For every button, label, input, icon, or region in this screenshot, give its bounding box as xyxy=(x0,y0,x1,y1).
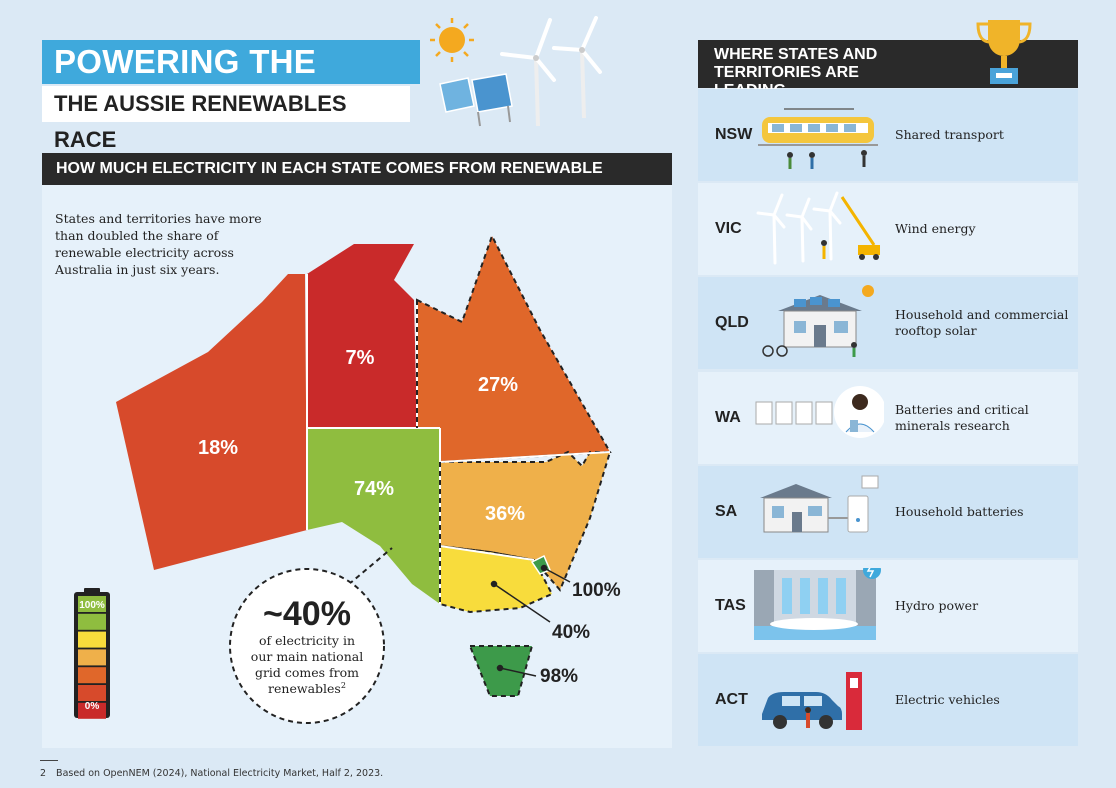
national-text-line2: our main national xyxy=(251,649,363,664)
leading-row-sa: SA Household batteries xyxy=(698,465,1078,558)
national-text-line1: of electricity in xyxy=(259,633,355,648)
solar-panels-icon xyxy=(439,73,513,127)
sun-icon xyxy=(430,18,474,62)
leading-heading-line1: WHERE STATES AND xyxy=(714,46,878,63)
leading-description: Wind energy xyxy=(895,221,976,237)
rooftop-solar-house-icon xyxy=(762,285,874,358)
national-share: ~40% xyxy=(263,595,351,633)
label-sa: 74% xyxy=(354,478,394,500)
state-vic xyxy=(439,544,554,614)
australia-renewables-map: 18% 7% 27% 74% 36% 100% 40% 98% ~40% of … xyxy=(74,233,621,724)
leading-row-nsw: NSW Shared transport xyxy=(698,89,1078,181)
battery-segment xyxy=(78,613,106,630)
electric-car-icon xyxy=(762,672,862,731)
leading-description: Electric vehicles xyxy=(895,692,1000,708)
leading-state: NSW xyxy=(715,126,753,143)
state-qld xyxy=(416,233,612,464)
battery-label-top: 100% xyxy=(79,600,105,611)
leading-row-wa: WA Batteries and critical minerals resear… xyxy=(698,371,1078,464)
label-nsw: 36% xyxy=(485,503,525,525)
leading-description: Hydro power xyxy=(895,598,979,613)
tram-icon xyxy=(758,108,878,169)
label-wa: 18% xyxy=(198,437,238,459)
leading-row-act: ACT Electric vehicles xyxy=(698,654,1078,747)
leading-description: Batteries and critical minerals research xyxy=(895,401,1029,433)
state-nt xyxy=(307,244,417,428)
label-qld: 27% xyxy=(478,374,518,396)
home-battery-icon xyxy=(760,475,879,533)
state-sa xyxy=(307,428,440,604)
national-footnote-ref: 2 xyxy=(341,681,346,690)
map-section-heading: HOW MUCH ELECTRICITY IN EACH STATE COMES… xyxy=(42,153,672,209)
hydro-dam-icon xyxy=(754,568,881,640)
battery-legend: 100% 0% xyxy=(74,588,110,719)
label-nt: 7% xyxy=(346,347,375,369)
battery-segment xyxy=(78,631,106,648)
leading-row-tas: TAS Hydro power xyxy=(698,560,1078,652)
wind-turbines-icon xyxy=(500,16,602,127)
svg-text:renewables2: renewables2 xyxy=(268,681,346,696)
label-tas: 98% xyxy=(540,666,578,687)
footnote-number: 2 xyxy=(40,768,47,779)
trophy-icon xyxy=(976,20,1032,84)
wind-turbines-icon xyxy=(756,191,880,265)
leading-description: Shared transport xyxy=(895,127,1004,142)
national-text-line3: grid comes from xyxy=(255,665,359,680)
leading-state: TAS xyxy=(715,597,746,614)
leading-description: Household and commercial rooftop solar xyxy=(895,307,1069,339)
leading-state: ACT xyxy=(715,691,748,709)
leading-state: WA xyxy=(715,408,741,426)
leading-state: QLD xyxy=(715,314,749,332)
state-wa xyxy=(116,274,307,570)
footnote: 2 Based on OpenNEM (2024), National Elect… xyxy=(40,768,383,779)
leading-row-vic: VIC Wind energy xyxy=(698,183,1078,276)
battery-label-bottom: 0% xyxy=(85,701,100,712)
leading-description: Household batteries xyxy=(895,503,1024,519)
map-intro-text: States and territories have more than do… xyxy=(55,211,262,277)
leading-row-qld: QLD Household and commercial rooftop sola… xyxy=(698,277,1078,370)
renewables-illustration xyxy=(430,16,602,127)
battery-segment xyxy=(78,702,106,719)
footnote-rule xyxy=(40,760,58,761)
leading-state: SA xyxy=(715,502,738,520)
national-text-line4: renewables xyxy=(268,681,341,696)
battery-segment xyxy=(78,685,106,701)
label-act: 100% xyxy=(572,580,621,601)
national-callout xyxy=(229,568,385,724)
leading-state: VIC xyxy=(715,220,742,238)
page-subtitle: THE AUSSIE RENEWABLES RACE xyxy=(42,86,410,152)
battery-segment xyxy=(78,596,106,612)
footnote-text: Based on OpenNEM (2024), National Electr… xyxy=(56,768,384,779)
battery-segment xyxy=(78,667,106,684)
battery-segment xyxy=(78,649,106,666)
label-vic: 40% xyxy=(552,622,590,643)
page-title: POWERING THE NATION xyxy=(42,40,420,124)
battery-research-icon xyxy=(755,385,884,438)
